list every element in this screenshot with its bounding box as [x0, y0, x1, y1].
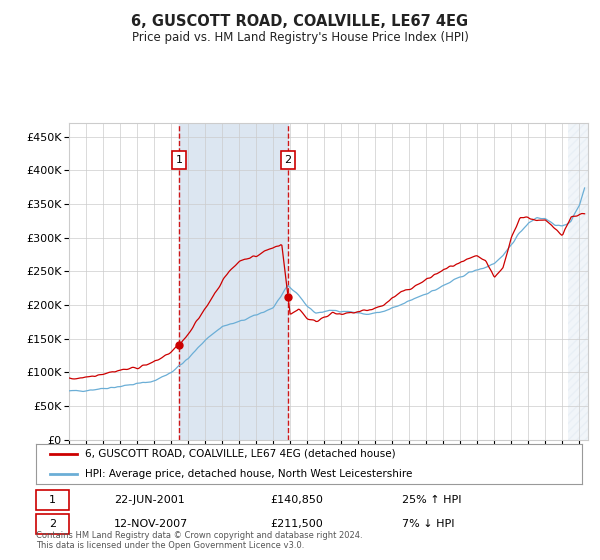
Text: 6, GUSCOTT ROAD, COALVILLE, LE67 4EG: 6, GUSCOTT ROAD, COALVILLE, LE67 4EG [131, 14, 469, 29]
Text: HPI: Average price, detached house, North West Leicestershire: HPI: Average price, detached house, Nort… [85, 469, 413, 479]
Text: 1: 1 [49, 495, 56, 505]
Text: 12-NOV-2007: 12-NOV-2007 [114, 519, 188, 529]
Text: 1: 1 [176, 155, 182, 165]
Text: 2: 2 [284, 155, 292, 165]
Text: 6, GUSCOTT ROAD, COALVILLE, LE67 4EG (detached house): 6, GUSCOTT ROAD, COALVILLE, LE67 4EG (de… [85, 449, 396, 459]
Text: 25% ↑ HPI: 25% ↑ HPI [402, 495, 461, 505]
Text: £211,500: £211,500 [270, 519, 323, 529]
Text: 2: 2 [49, 519, 56, 529]
Text: £140,850: £140,850 [270, 495, 323, 505]
Text: 7% ↓ HPI: 7% ↓ HPI [402, 519, 455, 529]
Bar [568, 123, 588, 440]
Text: Contains HM Land Registry data © Crown copyright and database right 2024.
This d: Contains HM Land Registry data © Crown c… [36, 530, 362, 550]
Text: 22-JUN-2001: 22-JUN-2001 [114, 495, 185, 505]
Text: Price paid vs. HM Land Registry's House Price Index (HPI): Price paid vs. HM Land Registry's House … [131, 31, 469, 44]
Bar [179, 123, 288, 440]
